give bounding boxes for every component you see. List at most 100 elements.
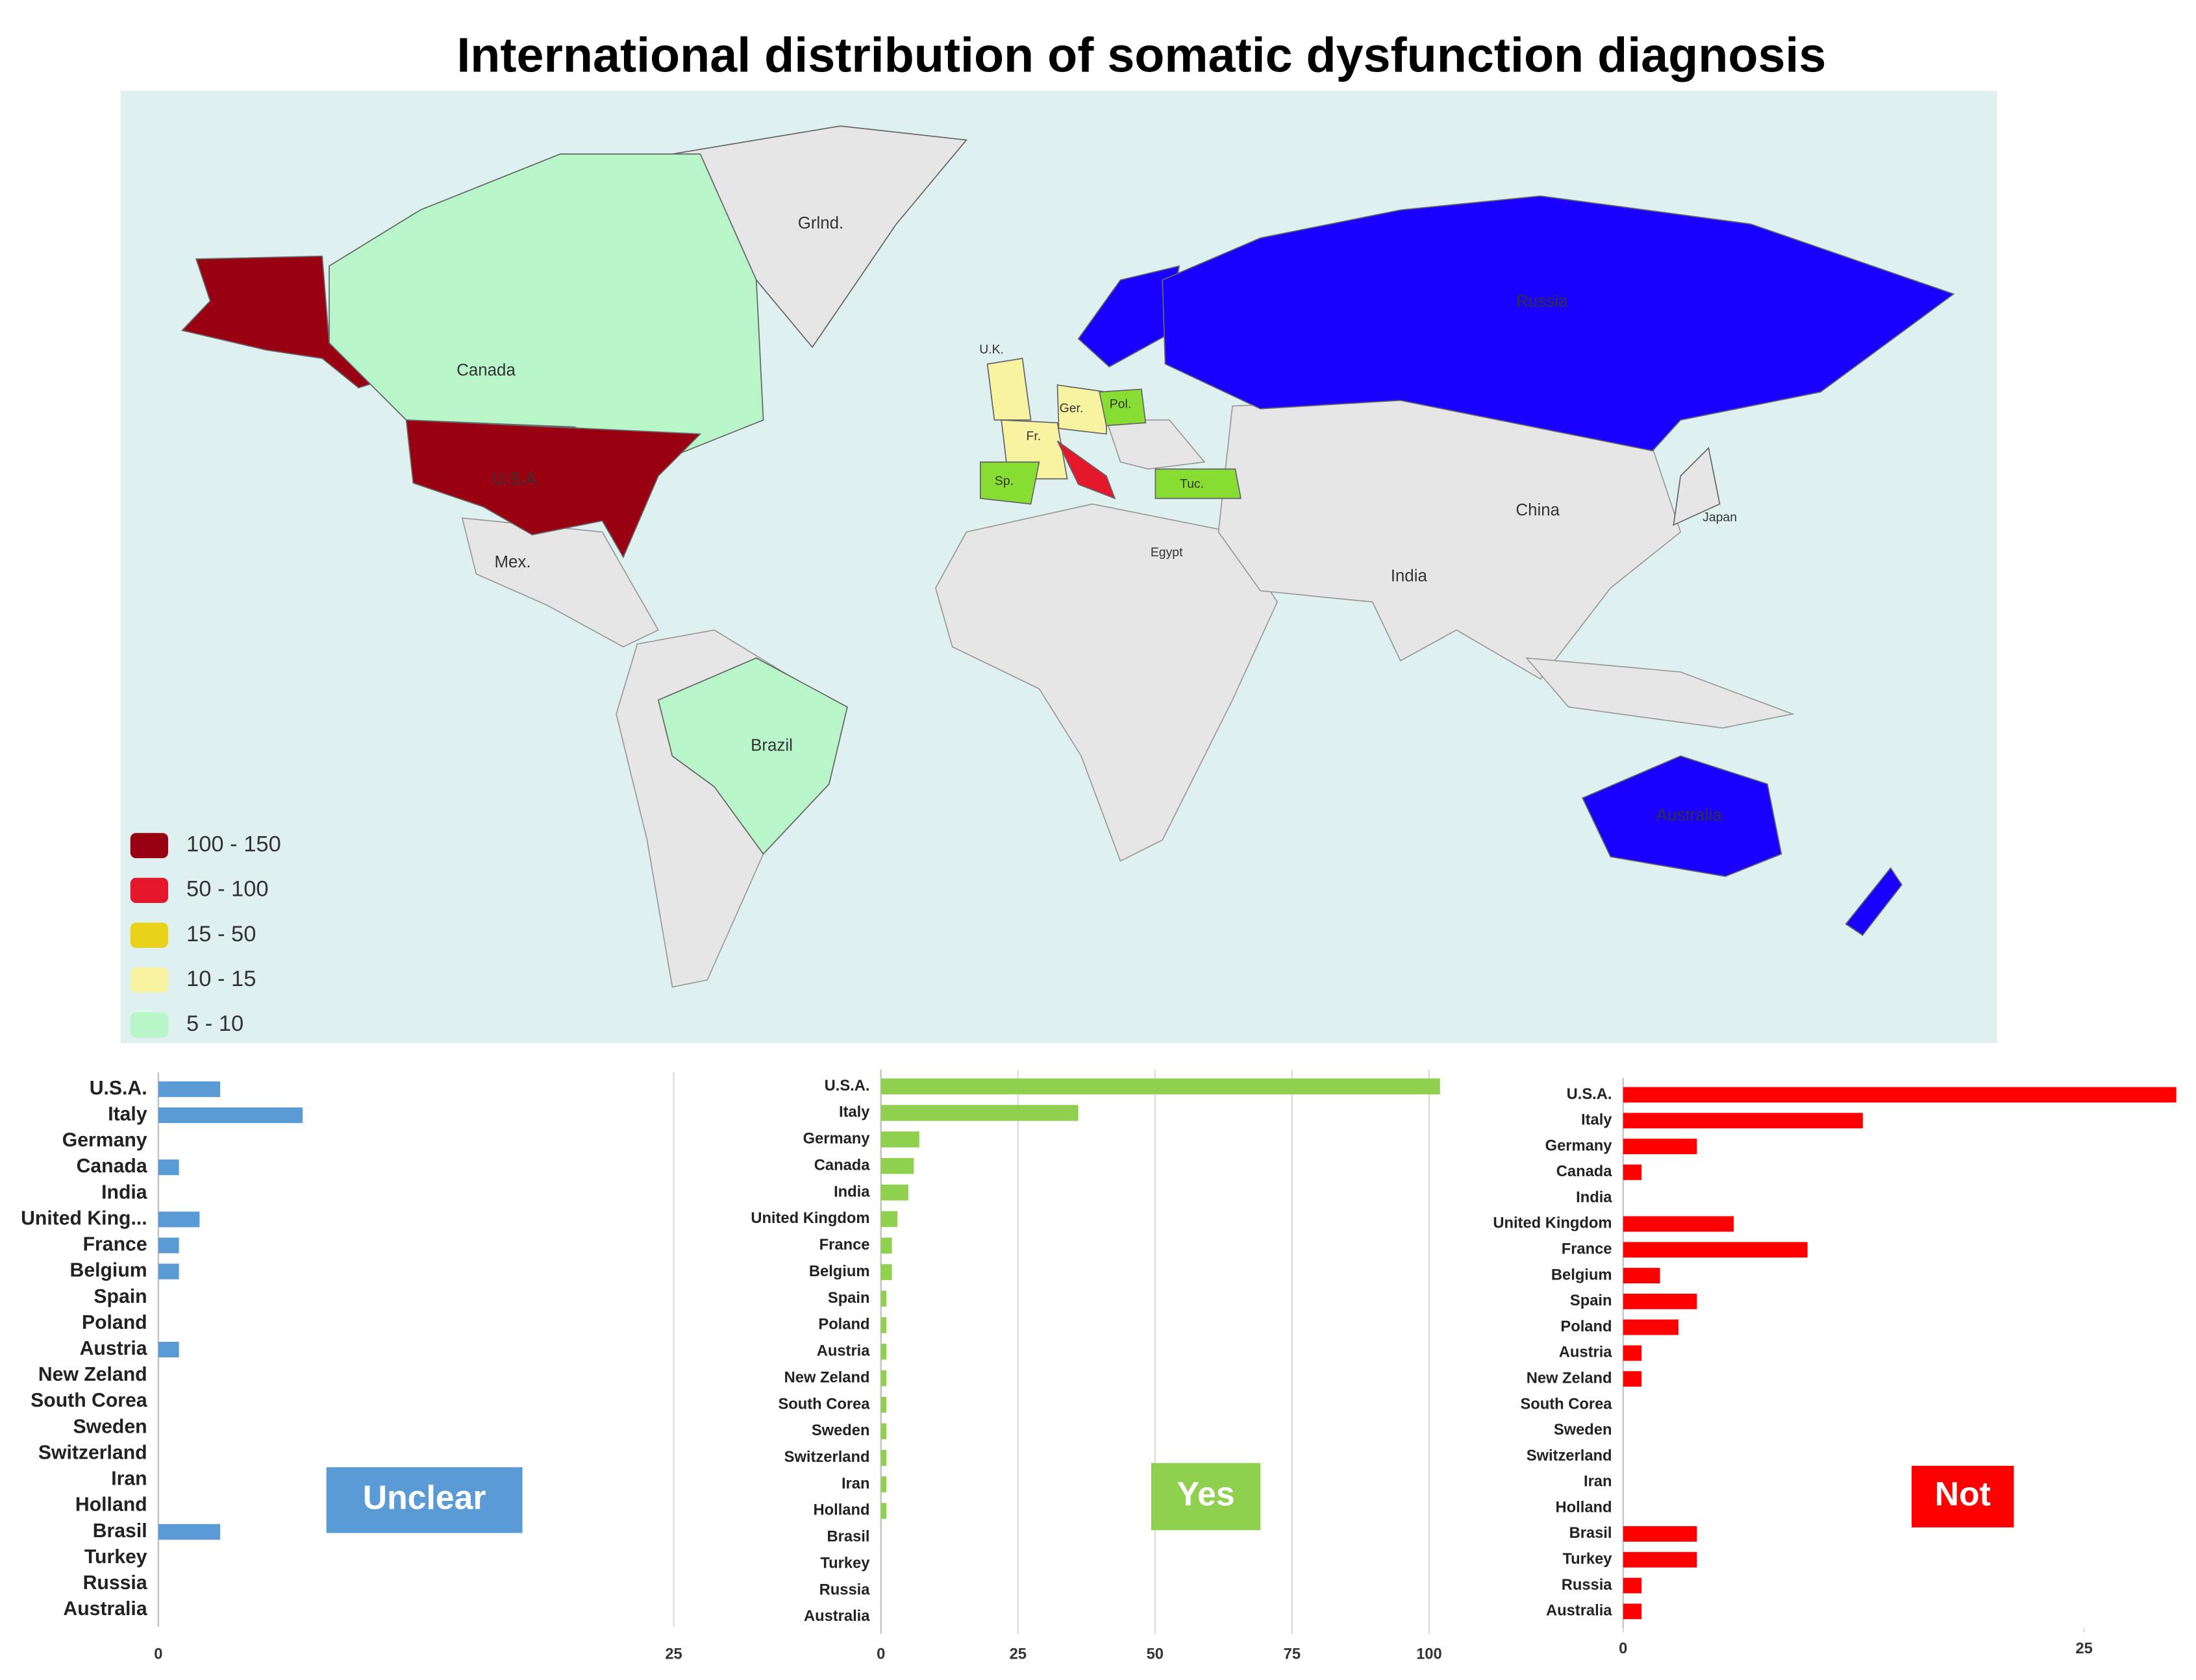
series-label-box	[326, 1467, 523, 1533]
legend-swatch	[130, 922, 168, 948]
region-label: Ger.	[1060, 401, 1084, 415]
chart-title: International distribution of somatic dy…	[456, 28, 1826, 82]
bar	[1623, 1242, 1808, 1258]
x-tick-label: 25	[1010, 1646, 1027, 1662]
y-tick-label: Russia	[83, 1572, 147, 1594]
legend: 100 - 150 50 - 100 15 - 50 10 - 15 5 - 10	[130, 832, 281, 1038]
y-tick-label: Holland	[75, 1494, 147, 1516]
y-tick-label: New Zeland	[784, 1369, 870, 1386]
bar	[158, 1081, 221, 1097]
bar	[158, 1107, 303, 1124]
y-tick-label: Belgium	[70, 1260, 147, 1281]
y-tick-label: Italy	[1581, 1112, 1612, 1129]
y-tick-label: Italy	[108, 1104, 147, 1125]
y-tick-label: Brasil	[1569, 1525, 1612, 1542]
region	[1162, 195, 1955, 452]
y-tick-label: Germany	[803, 1131, 871, 1148]
region	[1154, 468, 1242, 499]
y-tick-label: Iran	[842, 1476, 870, 1492]
legend-swatch	[130, 878, 168, 904]
bar	[880, 1423, 887, 1440]
region-label: India	[1391, 567, 1428, 585]
legend-swatch	[130, 967, 168, 993]
legend-label: 50 - 100	[186, 877, 269, 902]
y-tick-label: Poland	[1560, 1318, 1612, 1335]
y-tick-label: Brasil	[827, 1529, 870, 1546]
y-tick-label: Germany	[62, 1130, 147, 1151]
x-tick-label: 75	[1284, 1646, 1301, 1662]
bar	[158, 1159, 179, 1176]
region	[1056, 440, 1116, 500]
y-tick-label: United King...	[21, 1207, 147, 1229]
legend-swatch	[130, 833, 168, 859]
region-label: Tuc.	[1180, 476, 1204, 491]
region-label: Egypt	[1151, 545, 1183, 560]
bar	[1623, 1268, 1660, 1283]
y-tick-label: Canada	[77, 1155, 147, 1177]
land	[934, 503, 1279, 862]
y-tick-label: Poland	[818, 1316, 869, 1333]
region-label: U.K.	[979, 342, 1004, 356]
bar	[1623, 1293, 1697, 1309]
y-tick-label: Spain	[1570, 1292, 1612, 1309]
y-tick-label: Austria	[80, 1338, 147, 1359]
y-tick-label: Sweden	[73, 1416, 147, 1437]
y-tick-label: United Kingdom	[751, 1210, 869, 1227]
bar	[880, 1370, 887, 1387]
y-tick-label: Sweden	[1554, 1422, 1612, 1439]
y-tick-label: India	[834, 1183, 870, 1200]
y-tick-label: Switzerland	[38, 1442, 147, 1463]
region	[405, 419, 702, 559]
bar	[880, 1237, 892, 1254]
region-label: Russia	[1516, 293, 1568, 311]
map: Grlnd. Canada U.S.A. Mex. Brazil Russia China I…	[181, 125, 1955, 988]
bar	[1623, 1371, 1642, 1387]
legend-swatch	[130, 1012, 168, 1038]
y-tick-label: Switzerland	[784, 1449, 870, 1466]
y-tick-label: Germany	[1545, 1137, 1613, 1154]
bar	[880, 1105, 1079, 1121]
bar	[1623, 1216, 1734, 1232]
series-label: Not	[1935, 1475, 1991, 1513]
region-label: Fr.	[1026, 429, 1041, 443]
region	[1099, 388, 1147, 426]
y-tick-label: New Zeland	[1527, 1370, 1612, 1387]
bar	[880, 1157, 914, 1174]
region-label: Sp.	[995, 474, 1014, 488]
legend-label: 10 - 15	[186, 967, 256, 991]
region-label: Brazil	[751, 736, 793, 754]
y-tick-label: South Corea	[1520, 1396, 1612, 1413]
bar	[1623, 1577, 1642, 1594]
series-label: Yes	[1177, 1475, 1234, 1513]
y-tick-label: Sweden	[812, 1422, 870, 1439]
bar	[158, 1524, 221, 1540]
bar	[880, 1264, 892, 1280]
region-label: Canada	[456, 361, 516, 379]
bar	[1623, 1319, 1678, 1335]
legend-label: 15 - 50	[186, 922, 256, 946]
region-label: Pol.	[1110, 397, 1131, 411]
region	[979, 461, 1040, 505]
bar	[880, 1344, 887, 1360]
legend-label: 100 - 150	[186, 832, 281, 857]
x-tick-label: 25	[2075, 1640, 2092, 1657]
y-tick-label: Brasil	[93, 1520, 147, 1542]
region	[1582, 755, 1782, 877]
y-tick-label: Iran	[111, 1468, 147, 1490]
bar	[880, 1396, 887, 1413]
bar	[1623, 1164, 1642, 1180]
region-label: Australia	[1656, 806, 1722, 824]
y-tick-label: India	[1576, 1189, 1612, 1206]
y-tick-label: Austria	[817, 1343, 871, 1360]
bar	[880, 1476, 887, 1492]
bar	[158, 1341, 179, 1358]
y-tick-label: Belgium	[1551, 1266, 1612, 1283]
x-tick-label: 0	[154, 1646, 162, 1662]
y-tick-label: Canada	[814, 1157, 870, 1174]
series-label: Unclear	[363, 1479, 486, 1516]
region	[1673, 447, 1721, 526]
bar	[158, 1263, 179, 1279]
y-tick-label: Canada	[1556, 1163, 1612, 1180]
bar	[158, 1211, 200, 1228]
y-tick-label: India	[101, 1181, 147, 1203]
